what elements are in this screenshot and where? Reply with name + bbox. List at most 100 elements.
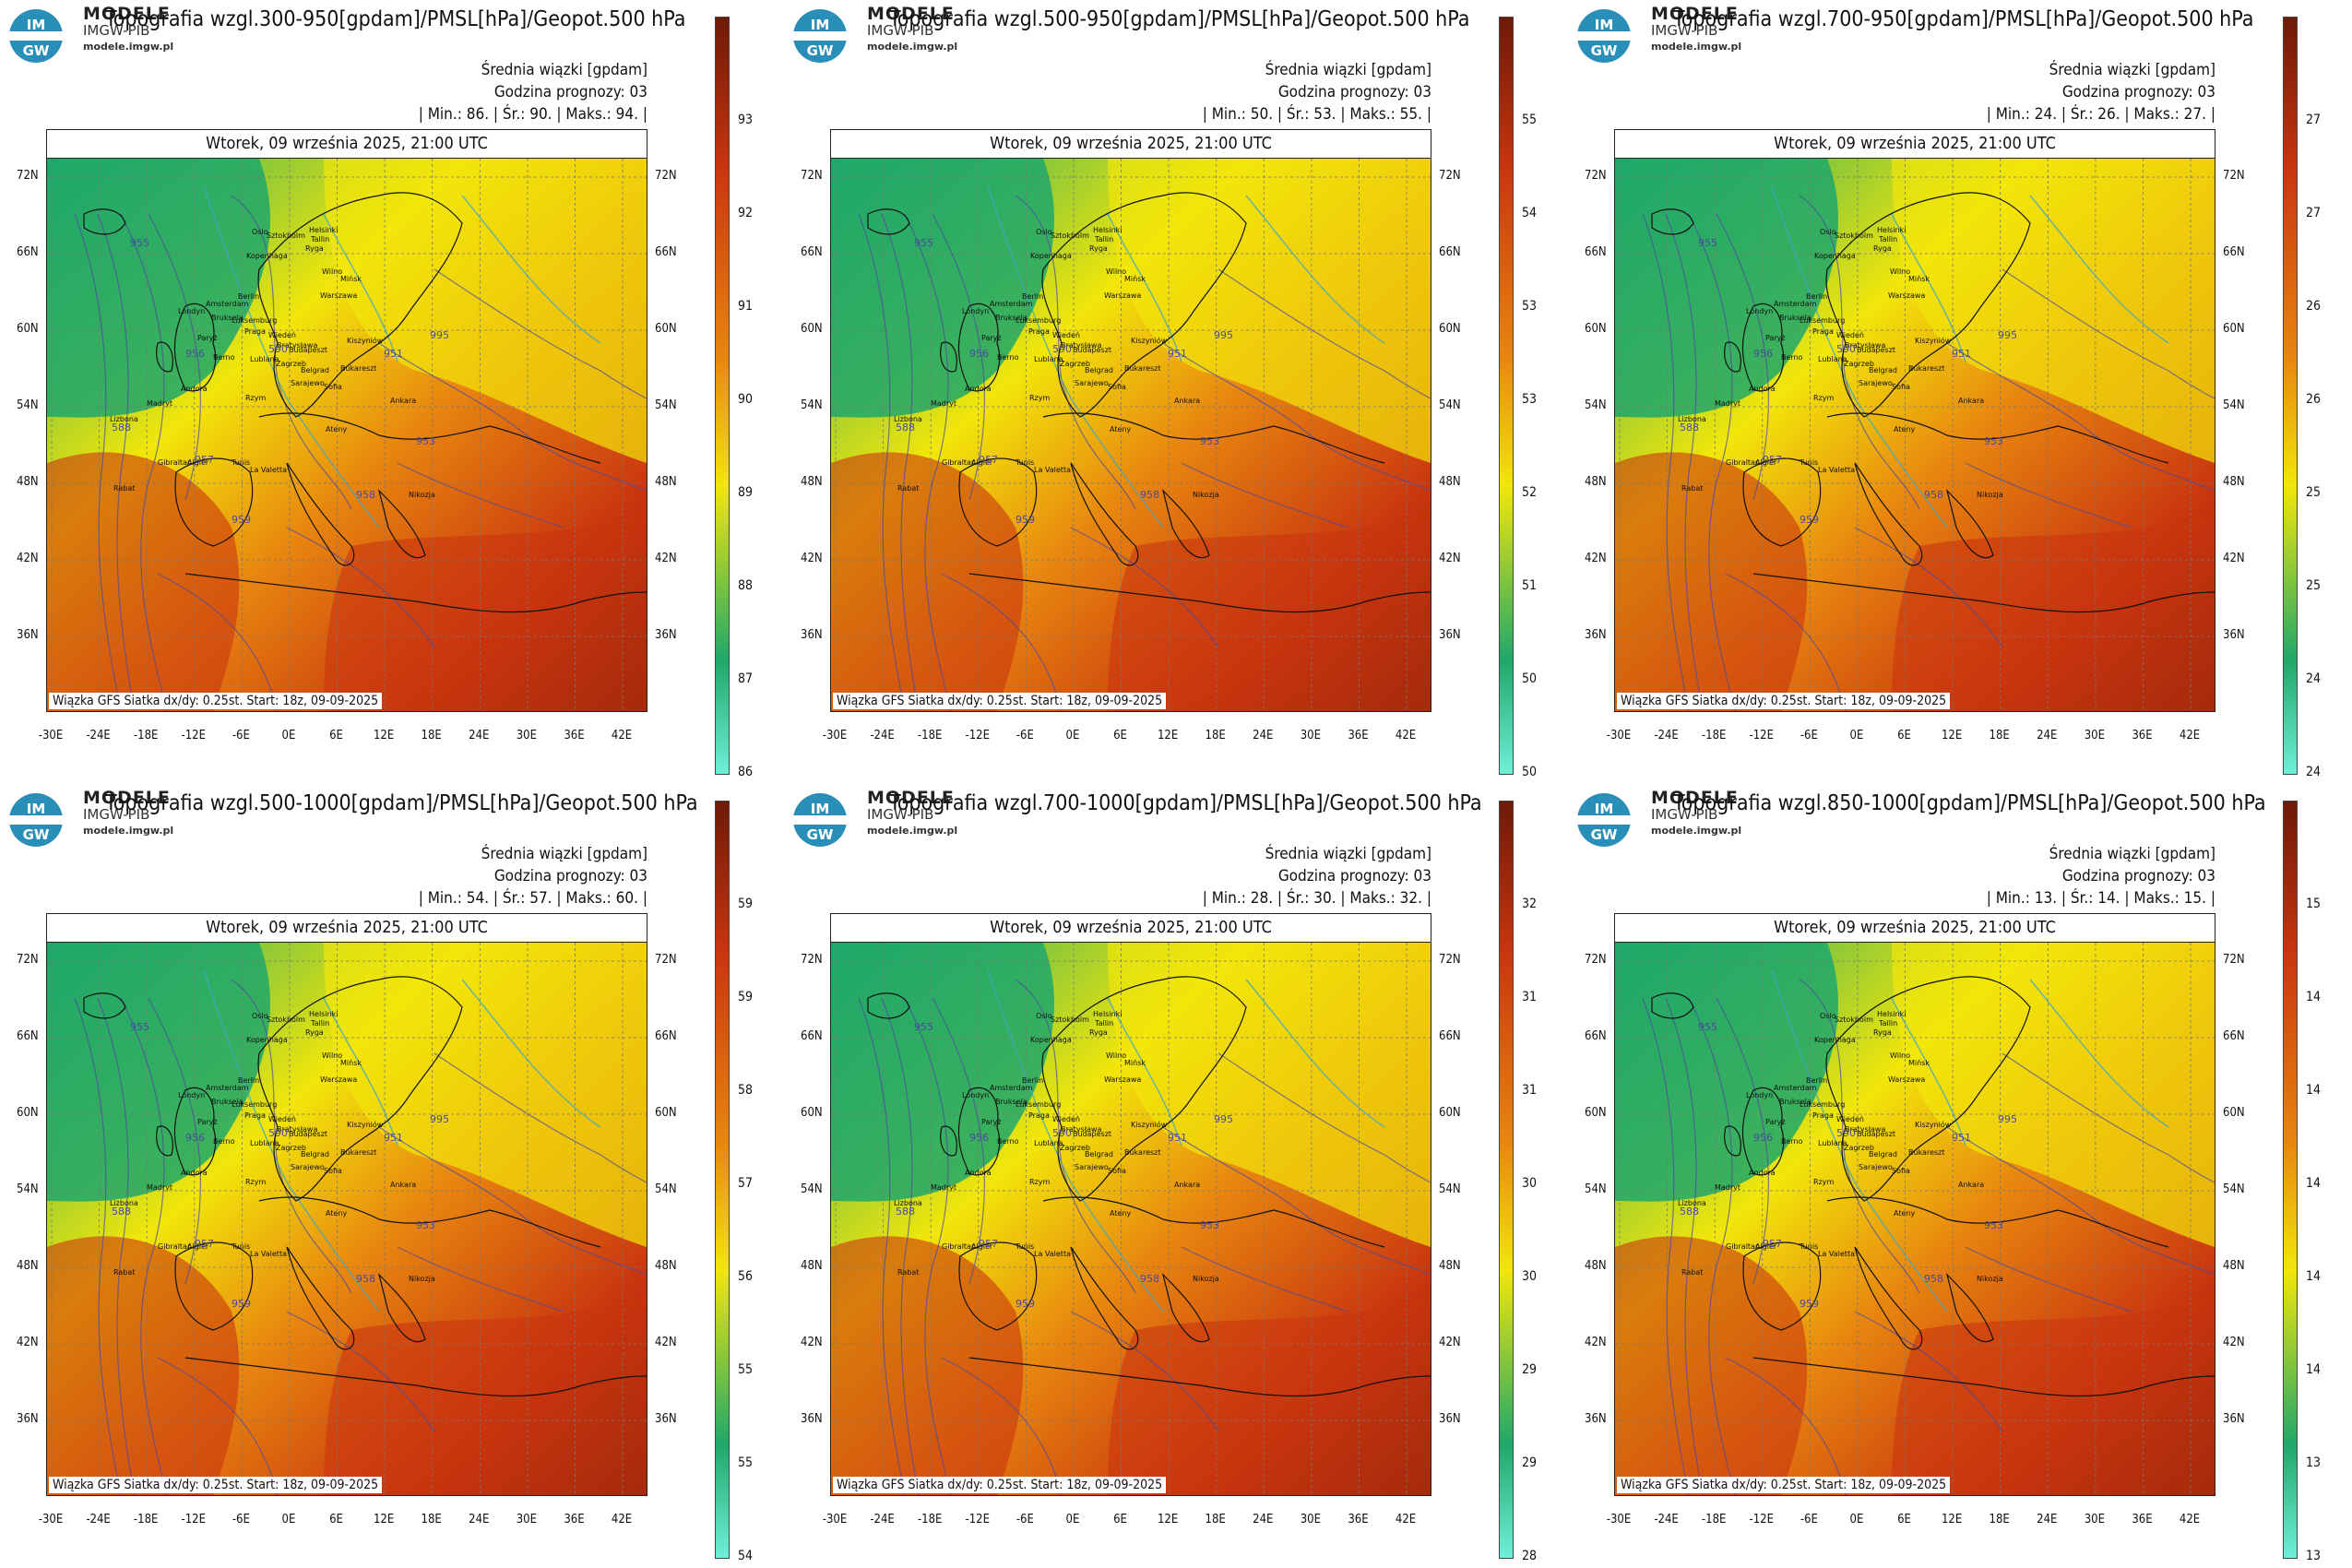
city-label: Helsinki [1877,226,1906,234]
lon-label: 6E [1897,729,1911,742]
city-label: Warszawa [320,291,357,300]
imgw-logo-icon: IM GW [9,9,63,63]
lat-label-right: 72N [1439,953,1461,967]
city-label: Zagrzeb [276,1144,306,1152]
lat-label-right: 54N [1439,1182,1461,1196]
city-label: Sarajewo [291,379,325,387]
brand-sub: IMGW-PIB [1651,806,1718,823]
stats-line: | Min.: 86. | Śr.: 90. | Maks.: 94. | [418,105,647,124]
valid-date-label: Wtorek, 09 września 2025, 21:00 UTC [47,130,647,159]
city-label: Sarajewo [1859,379,1893,387]
lon-label: -18E [133,729,159,742]
city-label: Madryt [147,1183,172,1192]
city-label: La Valetta [1818,466,1855,474]
city-label: Oslo [252,1012,268,1020]
brand-url[interactable]: modele.imgw.pl [1651,825,1742,837]
city-label: Amsterdam [1774,1084,1817,1092]
isobar-label: 951 [1952,1132,1971,1144]
lat-label-right: 42N [1439,552,1461,565]
city-label: Bukareszt [1908,364,1945,373]
city-label: Luksemburg [1016,1100,1061,1109]
city-label: Paryż [1765,1118,1786,1126]
lat-label-left: 48N [1585,1259,1607,1273]
city-label: Tunis [231,1242,250,1251]
isobar-label: 588 [896,1206,915,1218]
city-label: Bratysława [1061,341,1101,350]
lon-label: -12E [1749,729,1775,742]
isobar-label: 951 [1952,348,1971,360]
isobar-label: 995 [1214,329,1233,341]
city-label: Warszawa [320,1075,357,1084]
city-label: Amsterdam [990,300,1033,308]
city-label: Algier [1755,458,1777,467]
city-label: Paryż [981,1118,1002,1126]
lat-label-right: 42N [2223,1336,2245,1349]
city-label: Warszawa [1888,291,1925,300]
lon-label: -12E [181,729,207,742]
lon-label: -6E [232,1513,250,1526]
brand-url[interactable]: modele.imgw.pl [83,825,174,837]
valid-date-label: Wtorek, 09 września 2025, 21:00 UTC [831,130,1431,159]
city-label: Ateny [1110,1209,1131,1218]
isobar-label: 955 [914,237,933,249]
colorbar-tick: 15 [2306,897,2322,911]
city-label: Tunis [1799,458,1818,467]
lat-label-right: 36N [1439,628,1461,642]
city-label: Sztokholm [267,232,305,240]
city-label: Zagrzeb [1844,360,1874,368]
brand-url[interactable]: modele.imgw.pl [1651,41,1742,53]
brand-url[interactable]: modele.imgw.pl [867,825,958,837]
city-label: Mińsk [1124,275,1146,283]
lon-label: 18E [1989,1513,2010,1526]
colorbar-tick: 25 [2306,578,2322,593]
colorbar-tick: 14 [2306,1176,2322,1191]
lon-label: 0E [1065,1513,1080,1526]
city-label: Rzym [1813,394,1834,402]
brand-url[interactable]: modele.imgw.pl [83,41,174,53]
city-label: Rzym [1029,394,1050,402]
city-label: Bratysława [1061,1125,1101,1134]
colorbar-tick: 14 [2306,1362,2322,1377]
forecast-hour-label: Godzina prognozy: 03 [493,867,647,885]
map-panel: IM GW MODELE IMGW-PIB modele.imgw.pl Topograf… [0,0,784,784]
isobar-label: 951 [384,1132,403,1144]
lon-label: 0E [281,729,296,742]
city-label: Ankara [1958,1181,1984,1189]
lon-label: 12E [373,1513,395,1526]
lat-label-right: 72N [655,169,677,183]
city-label: Amsterdam [1774,300,1817,308]
brand-sub: IMGW-PIB [1651,22,1718,39]
city-label: Belgrad [1869,366,1897,374]
brand-url[interactable]: modele.imgw.pl [867,41,958,53]
city-label: Oslo [1036,228,1052,236]
isobar-label: 959 [1016,1298,1035,1310]
city-label: Kopenhaga [1814,1036,1856,1044]
lon-label: 18E [1205,729,1226,742]
lat-label-right: 66N [655,245,677,259]
lon-label: 24E [469,729,490,742]
lon-label: 0E [281,1513,296,1526]
city-label: Tunis [1015,1242,1034,1251]
isobar-label: 958 [1924,489,1943,501]
lat-label-left: 48N [801,475,823,489]
lat-label-right: 54N [2223,398,2245,412]
lon-label: -12E [965,1513,991,1526]
colorbar-tick: 52 [1522,485,1538,500]
lat-label-left: 66N [1585,1029,1607,1043]
city-label: Algier [1755,1242,1777,1251]
lat-label-right: 48N [2223,1259,2245,1273]
city-label: Warszawa [1888,1075,1925,1084]
city-label: Bukareszt [1908,1148,1945,1157]
city-label: Praga [244,1111,266,1120]
lon-label: 6E [1113,729,1127,742]
forecast-hour-label: Godzina prognozy: 03 [1277,83,1431,101]
colorbar [2283,801,2298,1559]
isobar-label: 957 [979,454,998,466]
colorbar-tick: 54 [738,1549,754,1563]
city-label: Rabat [897,484,919,493]
city-label: Gibraltar [158,458,191,467]
lat-label-left: 54N [17,398,39,412]
city-label: Kiszyniów [347,336,384,345]
lon-label: -18E [1701,1513,1727,1526]
